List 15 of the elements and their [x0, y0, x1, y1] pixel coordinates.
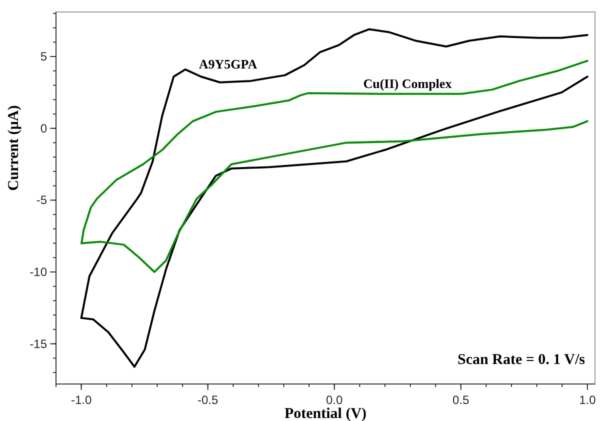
series-label: A9Y5GPA: [198, 56, 258, 72]
x-axis-title: Potential (V): [284, 406, 367, 421]
x-tick-label: 1.0: [579, 393, 596, 407]
y-tick-label: -10: [30, 264, 48, 279]
y-tick-label: 0: [40, 121, 48, 136]
y-tick-label: 5: [40, 50, 48, 64]
x-tick-label: 0.0: [326, 393, 344, 407]
annotation: Scan Rate = 0. 1 V/s: [458, 352, 586, 368]
x-tick-label: 0.5: [452, 393, 470, 407]
y-axis-title: Current (µA): [6, 105, 22, 191]
series-label: Cu(II) Complex: [363, 76, 452, 91]
x-tick-label: -1.0: [70, 393, 92, 407]
x-tick-label: -0.5: [197, 393, 218, 407]
y-tick-label: -15: [30, 336, 48, 351]
y-tick-label: -5: [36, 193, 48, 208]
